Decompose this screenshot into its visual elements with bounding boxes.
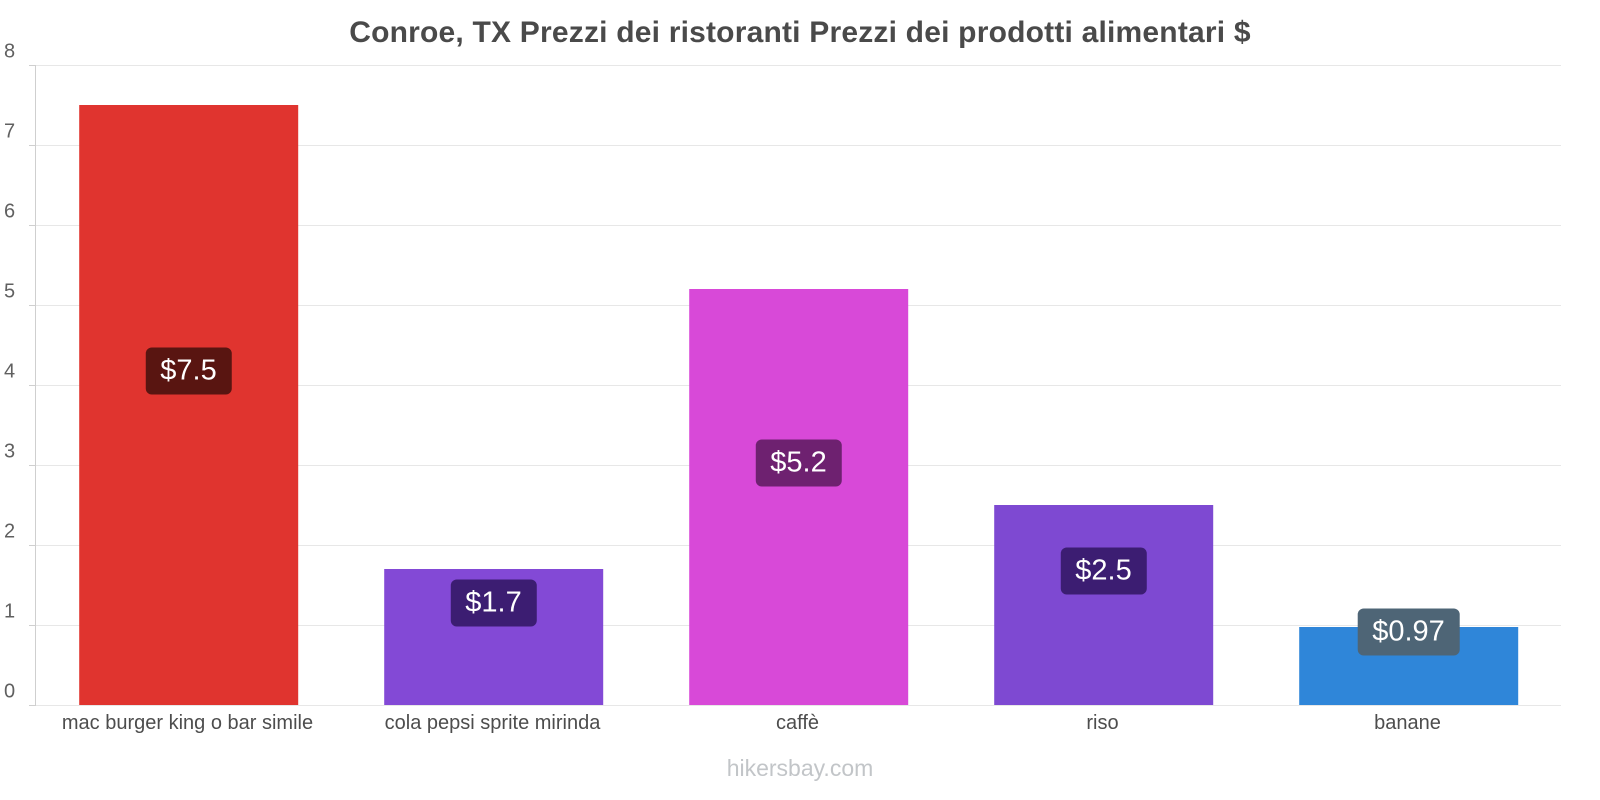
footer-link: hikersbay.com [726, 755, 874, 781]
y-axis-tick [29, 224, 36, 226]
y-axis-tick [29, 544, 36, 546]
x-axis-label: riso [1086, 712, 1119, 734]
y-axis-label: 8 [4, 40, 16, 63]
y-axis-label: 6 [4, 200, 16, 223]
x-axis-label: cola pepsi sprite mirinda [384, 712, 601, 734]
y-axis-label: 4 [4, 360, 16, 383]
bar-column: $0.97 [1256, 65, 1561, 705]
chart: 0 1 2 3 4 5 6 7 8 $7.5 $1.7 $5.2 $2.5 $0.97 [4, 41, 1561, 706]
bar-column: $2.5 [951, 65, 1256, 705]
bar [78, 105, 299, 705]
y-axis-tick [29, 704, 36, 706]
value-badge: $7.5 [145, 347, 232, 395]
x-axis-label: caffè [776, 712, 819, 734]
y-axis-label: 2 [4, 520, 16, 543]
y-axis-tick [29, 64, 36, 66]
value-badge: $1.7 [450, 579, 537, 627]
value-badge: $0.97 [1357, 608, 1460, 656]
y-axis-label: 3 [4, 440, 16, 463]
y-axis-label: 5 [4, 280, 16, 303]
y-axis-tick [29, 144, 36, 146]
y-axis-label: 0 [4, 680, 16, 703]
value-badge: $5.2 [755, 439, 842, 487]
bar-column: $7.5 [36, 65, 341, 705]
x-axis-labels: mac burger king o bar simile cola pepsi s… [35, 712, 1560, 740]
gridline [36, 224, 1561, 226]
page-title: Conroe, TX Prezzi dei ristoranti Prezzi … [349, 16, 1251, 49]
gridline [36, 64, 1561, 66]
gridline [36, 704, 1561, 706]
y-axis-label: 1 [4, 600, 16, 623]
y-axis-tick [29, 304, 36, 306]
value-badge: $2.5 [1060, 547, 1147, 595]
y-axis-tick [29, 624, 36, 626]
bar [993, 505, 1214, 705]
bar-column: $5.2 [646, 65, 951, 705]
x-axis-label: banane [1374, 712, 1441, 734]
y-axis-label: 7 [4, 120, 16, 143]
gridline [36, 144, 1561, 146]
bar [688, 289, 909, 705]
plot-area: 0 1 2 3 4 5 6 7 8 $7.5 $1.7 $5.2 $2.5 $0.97 [4, 41, 1561, 706]
x-axis-label: mac burger king o bar simile [61, 712, 314, 734]
y-axis-tick [29, 464, 36, 466]
bar-column: $1.7 [341, 65, 646, 705]
y-axis-tick [29, 384, 36, 386]
